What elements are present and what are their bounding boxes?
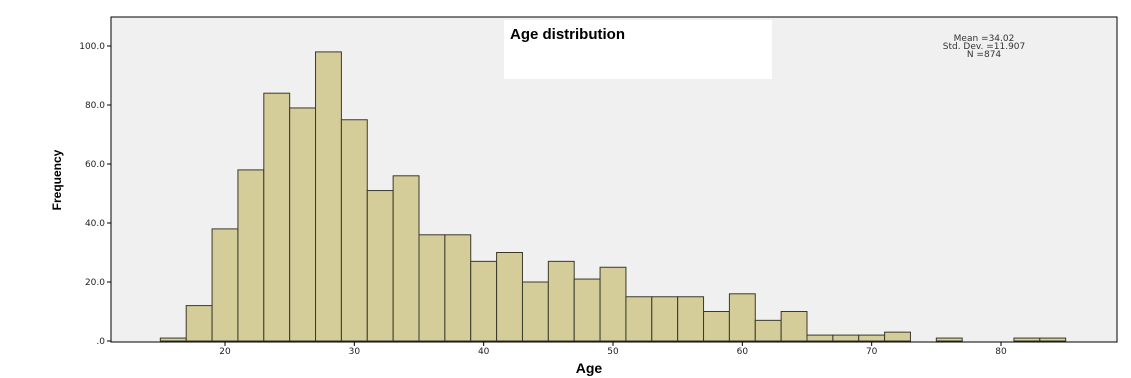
y-tick-label: 20.0 (85, 278, 105, 288)
x-axis-label: Age (576, 360, 603, 376)
histogram-bar (289, 107, 317, 342)
histogram-bar (625, 296, 653, 342)
y-tick-label: .0 (96, 337, 105, 347)
x-tick-label: 20 (219, 347, 231, 357)
chart-title: Age distribution (510, 26, 625, 43)
histogram-bar (780, 311, 808, 342)
histogram-bar (496, 252, 523, 342)
x-tick-label: 80 (995, 347, 1007, 357)
histogram-bar (754, 319, 782, 342)
histogram-bar (159, 337, 187, 342)
histogram-bar (366, 190, 394, 342)
y-tick-label: 40.0 (85, 219, 105, 229)
y-tick-label: 80.0 (85, 101, 105, 111)
stats-n: N =874 (967, 50, 1002, 60)
y-axis-ticks: .0 20.0 40.0 60.0 80.0 100.0 (79, 42, 111, 347)
x-tick-label: 60 (737, 347, 749, 357)
histogram-bar (263, 92, 291, 342)
histogram-bar (392, 175, 420, 342)
x-tick-label: 30 (349, 347, 361, 357)
title-box (504, 20, 772, 79)
histogram-bar (521, 281, 549, 342)
histogram-bar (728, 293, 756, 342)
histogram-bar (832, 334, 860, 342)
y-tick-label: 60.0 (85, 160, 105, 170)
histogram-bar (418, 234, 446, 342)
histogram-bar (211, 228, 239, 342)
stats-mean: Mean =34.02 (954, 34, 1015, 44)
histogram-bar (470, 260, 498, 342)
histogram-bar (340, 119, 368, 342)
histogram-bar (651, 296, 679, 342)
x-axis-ticks: 20 30 40 50 60 70 80 (219, 342, 1007, 357)
histogram-bar (884, 331, 911, 342)
histogram-bar (315, 51, 342, 342)
y-tick-label: 100.0 (79, 42, 105, 52)
histogram-bar (806, 334, 834, 342)
histogram-bar (573, 278, 601, 342)
histogram-bar (547, 260, 575, 342)
stats-std-dev: Std. Dev. =11.907 (943, 42, 1026, 52)
histogram-bar (858, 334, 886, 342)
x-tick-label: 40 (478, 347, 490, 357)
histogram-bar (1013, 337, 1041, 342)
x-tick-label: 50 (607, 347, 619, 357)
histogram-bar (677, 296, 705, 342)
y-axis-label: Frequency (50, 149, 64, 210)
bars-group (159, 51, 1067, 342)
histogram-bar (599, 266, 627, 342)
histogram-bar (444, 234, 472, 342)
histogram-bar (185, 305, 213, 342)
histogram-bar (703, 311, 730, 342)
histogram-bar (935, 337, 963, 342)
histogram-bar (1039, 337, 1067, 342)
histogram-bar (237, 169, 265, 342)
x-tick-label: 70 (866, 347, 878, 357)
